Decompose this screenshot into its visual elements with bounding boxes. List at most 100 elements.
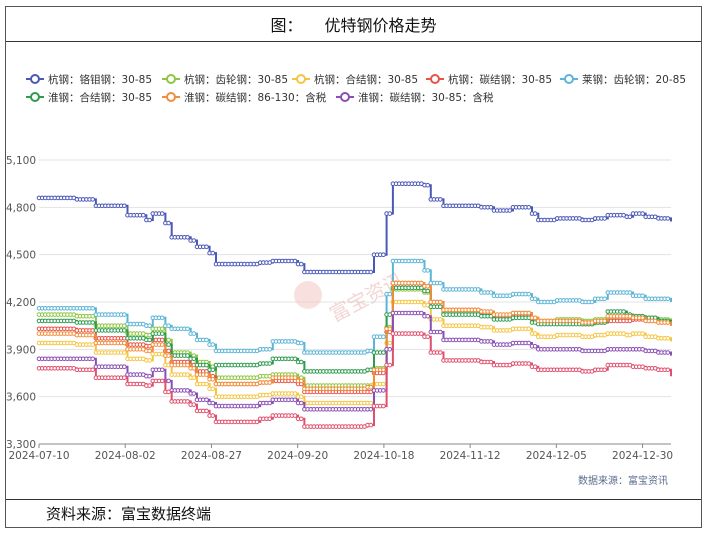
data-point <box>122 203 127 209</box>
data-point <box>191 238 197 243</box>
data-point <box>387 362 393 368</box>
legend-item[interactable]: 杭钢：齿轮钢：30-85 <box>162 73 288 86</box>
data-point <box>438 317 443 322</box>
data-point <box>122 364 127 370</box>
data-point <box>185 353 190 358</box>
legend-item[interactable]: 杭钢：铬钼钢：30-85 <box>26 73 152 86</box>
series-line <box>36 331 672 429</box>
data-point <box>488 309 494 314</box>
data-point <box>166 220 171 226</box>
data-point <box>210 413 216 418</box>
data-point <box>210 250 216 256</box>
data-point <box>381 381 386 387</box>
legend-label: 杭钢：齿轮钢：30-85 <box>184 73 288 86</box>
data-point <box>191 375 197 381</box>
data-point <box>267 380 273 385</box>
source-text: 资料来源：富宝数据终端 <box>46 505 212 523</box>
figure-title-bar: 图： 优特钢价格走势 <box>6 7 701 42</box>
data-point <box>90 332 95 338</box>
data-point <box>387 347 393 352</box>
data-point <box>166 348 171 354</box>
data-point <box>438 299 443 305</box>
legend-item[interactable]: 莱钢：齿轮钢：20-85 <box>560 73 686 86</box>
data-point <box>210 400 216 406</box>
data-point <box>185 362 190 368</box>
data-point <box>204 337 209 343</box>
data-point <box>665 296 671 302</box>
legend-label: 杭钢：铬钼钢：30-85 <box>48 73 152 86</box>
data-point <box>292 397 298 403</box>
data-point <box>159 367 165 373</box>
chart-source-note: 数据来源：富宝资讯 <box>578 474 668 487</box>
data-point <box>425 334 431 340</box>
data-point <box>166 389 171 395</box>
data-point <box>267 400 273 406</box>
data-point <box>159 326 165 332</box>
data-point <box>621 309 626 314</box>
y-tick-label: 3,300 <box>6 439 36 451</box>
data-point <box>299 416 304 422</box>
data-point <box>532 364 538 370</box>
data-point <box>665 350 671 355</box>
legend-item[interactable]: 淮钢：碳结钢：30-85：含税 <box>336 91 494 104</box>
data-point <box>488 290 494 295</box>
data-point <box>267 416 273 422</box>
line-chart: 杭钢：铬钼钢：30-85 杭钢：齿轮钢：30-85 杭钢：合结钢：30-85 杭钢：碳… <box>6 73 686 487</box>
x-tick-label: 2024-12-30 <box>612 450 673 462</box>
series-line <box>36 181 672 275</box>
y-tick-label: 3,600 <box>6 392 36 404</box>
legend-marker <box>30 92 40 102</box>
data-point <box>425 313 431 319</box>
data-point <box>526 291 532 297</box>
data-point <box>387 340 393 346</box>
data-point <box>90 367 95 373</box>
data-point <box>640 331 645 336</box>
data-point <box>488 339 494 344</box>
data-point <box>425 182 431 188</box>
legend-marker <box>564 74 574 84</box>
figure-label: 图： <box>270 16 303 35</box>
data-point <box>381 334 386 340</box>
data-point <box>147 217 152 223</box>
figure-title: 优特钢价格走势 <box>324 16 437 35</box>
data-point <box>267 361 273 366</box>
data-point <box>191 331 197 336</box>
data-point <box>475 287 481 292</box>
data-point <box>166 353 171 358</box>
data-point <box>488 205 494 210</box>
data-point <box>166 378 171 384</box>
data-point <box>640 315 645 321</box>
data-point <box>147 348 152 354</box>
data-point <box>532 315 538 321</box>
data-point <box>147 358 152 363</box>
data-point <box>368 400 374 406</box>
data-point <box>185 388 190 393</box>
data-point <box>368 384 374 390</box>
legend-item[interactable]: 淮钢：合结钢：30-85 <box>26 91 152 104</box>
data-point <box>419 310 424 316</box>
data-point <box>419 280 424 286</box>
legend-marker <box>166 92 176 102</box>
x-tick-label: 2024-08-02 <box>95 450 156 462</box>
series-path <box>39 182 672 273</box>
data-point <box>532 211 538 216</box>
data-point <box>210 342 216 347</box>
data-point <box>665 216 671 221</box>
legend-item[interactable]: 杭钢：合结钢：30-85 <box>292 73 418 86</box>
data-point <box>159 211 165 216</box>
data-point <box>147 383 152 388</box>
data-point <box>267 347 273 352</box>
data-point <box>532 331 538 336</box>
figure-frame: 图： 优特钢价格走势 杭钢：铬钼钢：30-85 杭钢：齿轮钢：30-85 杭钢：合结… <box>5 6 702 528</box>
legend-item[interactable]: 淮钢：碳结钢：86-130：含税 <box>162 91 327 104</box>
data-point <box>122 375 127 381</box>
x-tick-label: 2024-08-27 <box>181 450 242 462</box>
data-point <box>191 356 197 362</box>
chart-axes: 3,300 3,600 3,900 4,200 4,500 4,800 5,100 2024-… <box>6 155 673 462</box>
data-point <box>665 336 671 341</box>
data-point <box>299 378 304 384</box>
data-point <box>166 337 171 343</box>
data-point <box>387 291 393 297</box>
data-point <box>368 269 374 275</box>
legend-item[interactable]: 杭钢：碳结钢：30-85 <box>426 73 552 86</box>
